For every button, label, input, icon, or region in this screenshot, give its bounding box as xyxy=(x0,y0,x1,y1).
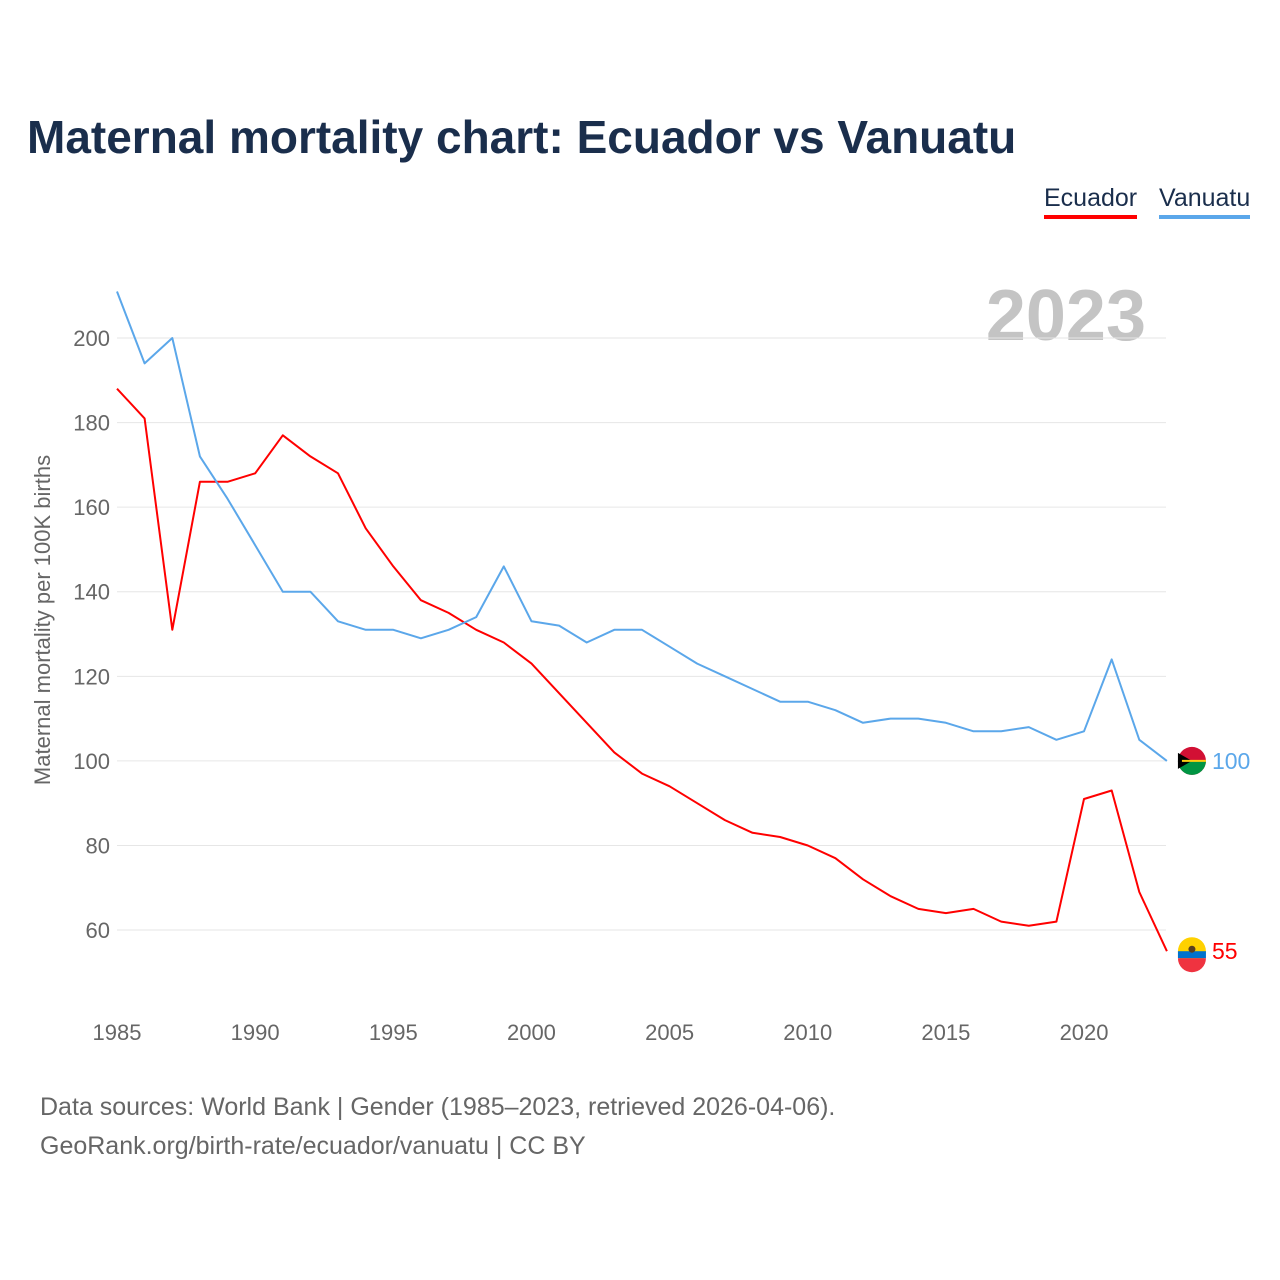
x-tick-label: 1985 xyxy=(93,1020,142,1045)
y-tick-label: 80 xyxy=(86,833,110,858)
flag-stripe xyxy=(1177,951,1206,959)
x-tick-label: 2020 xyxy=(1060,1020,1109,1045)
legend-ecuador[interactable]: Ecuador xyxy=(1044,184,1138,219)
y-tick-label: 180 xyxy=(73,411,110,436)
series-line-vanuatu xyxy=(116,291,1168,762)
legend-vanuatu[interactable]: Vanuatu xyxy=(1159,184,1251,219)
y-tick-label: 60 xyxy=(86,918,110,943)
x-tick-label: 2000 xyxy=(507,1020,556,1045)
y-tick-label: 140 xyxy=(73,580,110,605)
footer: Data sources: World Bank | Gender (1985–… xyxy=(40,1088,835,1166)
x-tick-label: 2010 xyxy=(783,1020,832,1045)
y-tick-label: 160 xyxy=(73,495,110,520)
y-axis-label: Maternal mortality per 100K births xyxy=(30,455,55,785)
y-tick-label: 200 xyxy=(73,326,110,351)
x-tick-label: 1995 xyxy=(369,1020,418,1045)
flag-emblem xyxy=(1188,945,1196,953)
x-tick-label: 1990 xyxy=(231,1020,280,1045)
y-tick-label: 120 xyxy=(73,664,110,689)
year-watermark: 2023 xyxy=(986,276,1146,356)
flag-stripe xyxy=(1177,958,1206,973)
source-link[interactable]: GeoRank.org/birth-rate/ecuador/vanuatu |… xyxy=(40,1132,586,1160)
chart-title: Maternal mortality chart: Ecuador vs Van… xyxy=(27,111,1017,163)
x-tick-label: 2005 xyxy=(645,1020,694,1045)
end-value-label-ecuador: 55 xyxy=(1212,938,1238,964)
y-tick-label: 100 xyxy=(73,749,110,774)
end-value-label-vanuatu: 100 xyxy=(1212,748,1250,774)
x-tick-label: 2015 xyxy=(921,1020,970,1045)
data-source: Data sources: World Bank | Gender (1985–… xyxy=(40,1093,836,1121)
series-line-ecuador xyxy=(116,388,1168,952)
